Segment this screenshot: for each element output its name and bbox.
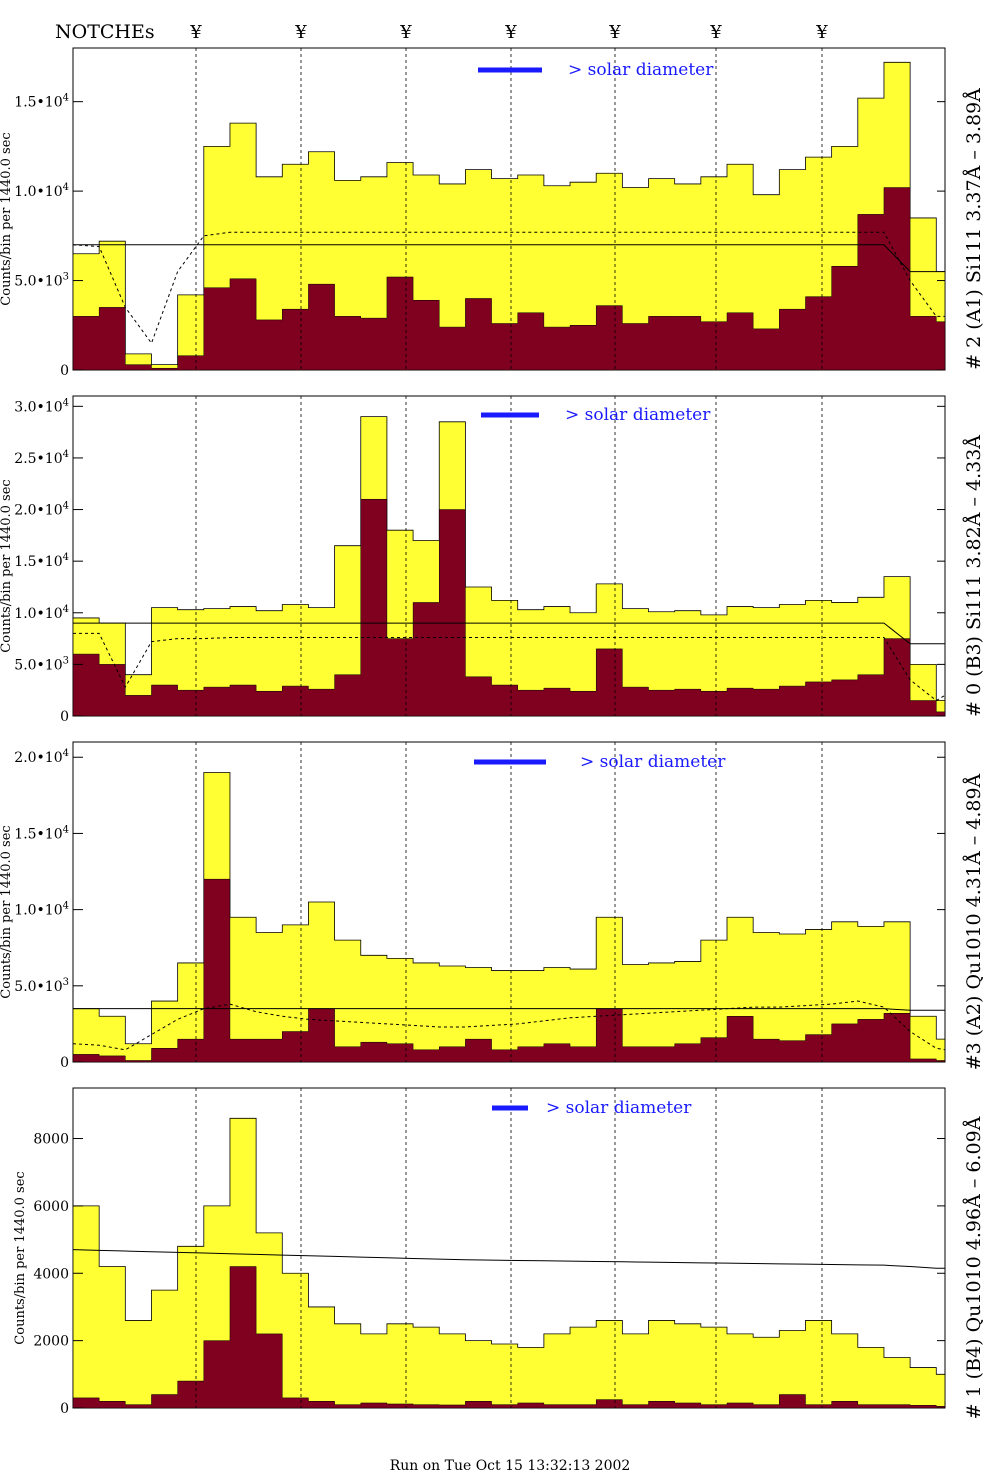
y-tick-label: 0 — [60, 363, 69, 379]
series-solid-curve — [72, 1249, 945, 1269]
panel-label: # 2 (A1) Si111 3.37Å – 3.89Å — [963, 88, 985, 370]
notch-symbol: ¥ — [294, 22, 307, 43]
notch-symbol: ¥ — [399, 22, 412, 43]
y-tick-label: 1.5•104 — [14, 824, 69, 842]
series-solid-curve — [73, 622, 945, 645]
y-tick-label: 6000 — [33, 1199, 69, 1215]
y-tick-exponent: 3 — [63, 655, 69, 666]
y-tick-label: 2.0•104 — [14, 501, 69, 519]
y-tick-exponent: 4 — [63, 397, 69, 408]
notch-symbol: ¥ — [815, 22, 828, 43]
y-tick-exponent: 3 — [63, 977, 69, 988]
y-axis-label: Counts/bin per 1440.0 sec — [13, 1171, 28, 1344]
y-tick-label: 0 — [60, 1055, 69, 1071]
legend-text: > solar diameter — [568, 60, 714, 80]
series-total-histogram — [72, 416, 946, 717]
y-tick-label: 1.0•104 — [14, 901, 69, 919]
y-tick-label: 0 — [60, 1401, 69, 1417]
y-tick-label: 1.5•104 — [14, 552, 69, 570]
series-lower-histogram — [72, 498, 946, 717]
y-tick-label: 4000 — [33, 1266, 69, 1282]
y-tick-label: 5.0•103 — [14, 655, 69, 673]
notch-layer: ¥ ¥ ¥ ¥ ¥ ¥ ¥ — [189, 22, 828, 43]
y-tick-exponent: 4 — [63, 93, 69, 104]
y-tick-exponent: 4 — [63, 182, 69, 193]
series-solid-curve — [73, 1008, 945, 1011]
y-axis-label: Counts/bin per 1440.0 sec — [0, 132, 14, 305]
y-tick-label: 2000 — [33, 1334, 69, 1350]
y-tick-label: 1.0•104 — [14, 182, 69, 200]
notch-symbol: ¥ — [608, 22, 621, 43]
y-tick-exponent: 4 — [63, 748, 69, 759]
y-tick-exponent: 4 — [63, 604, 69, 615]
series-dotted-curve — [72, 1000, 946, 1051]
legend-text: > solar diameter — [565, 405, 711, 425]
y-tick-label: 5.0•103 — [14, 977, 69, 995]
panel-label: #3 (A2) Qu1010 4.31Å – 4.89Å — [963, 773, 985, 1070]
y-tick-exponent: 4 — [63, 501, 69, 512]
series-lower-histogram — [72, 878, 946, 1063]
series-total-histogram — [72, 772, 946, 1063]
y-tick-label: 2.0•104 — [14, 748, 69, 766]
y-tick-exponent: 4 — [63, 824, 69, 835]
y-axis-label: Counts/bin per 1440.0 sec — [0, 825, 14, 998]
series-dotted-curve — [72, 231, 945, 345]
notches-label: NOTCHEs — [55, 21, 155, 43]
panel-0: 0 5.0•103 1.0•104 1.5•104 Counts/bin per 144… — [0, 47, 985, 379]
run-timestamp: Run on Tue Oct 15 13:32:13 2002 — [390, 1458, 631, 1474]
legend-text: > solar diameter — [546, 1098, 692, 1118]
series-lower-histogram — [72, 1266, 946, 1409]
notch-symbol: ¥ — [504, 22, 517, 43]
series-total-histogram — [72, 1117, 946, 1409]
legend-text: > solar diameter — [580, 752, 726, 772]
y-tick-label: 8000 — [33, 1132, 69, 1148]
panel-2: 0 5.0•103 1.0•104 1.5•104 2.0•104 Counts/bin … — [0, 741, 985, 1071]
y-axis-label: Counts/bin per 1440.0 sec — [0, 479, 14, 652]
series-solid-curve — [73, 244, 945, 273]
y-tick-exponent: 4 — [63, 552, 69, 563]
series-dotted-curve — [73, 632, 946, 702]
y-tick-label: 0 — [60, 709, 69, 725]
panel-label: # 1 (B4) Qu1010 4.96Å – 6.09Å — [963, 1116, 985, 1419]
y-tick-exponent: 3 — [63, 272, 69, 283]
y-tick-label: 5.0•103 — [14, 272, 69, 290]
series-lower-histogram — [72, 187, 946, 371]
y-tick-exponent: 4 — [63, 901, 69, 912]
y-tick-exponent: 4 — [63, 449, 69, 460]
y-tick-label: 1.0•104 — [14, 604, 69, 622]
panel-label: # 0 (B3) Si111 3.82Å – 4.33Å — [963, 435, 985, 717]
panel-1: 0 5.0•103 1.0•104 1.5•104 2.0•104 2.5•104 3.0•… — [0, 395, 985, 725]
notch-symbol: ¥ — [189, 22, 202, 43]
series-total-histogram — [72, 61, 946, 371]
y-tick-label: 2.5•104 — [14, 449, 69, 467]
notch-symbol: ¥ — [709, 22, 722, 43]
y-tick-label: 1.5•104 — [14, 93, 69, 111]
panel-3: 0 2000 4000 6000 8000 Counts/bin per 1440.0 s… — [13, 1087, 985, 1419]
y-tick-label: 3.0•104 — [14, 397, 69, 415]
